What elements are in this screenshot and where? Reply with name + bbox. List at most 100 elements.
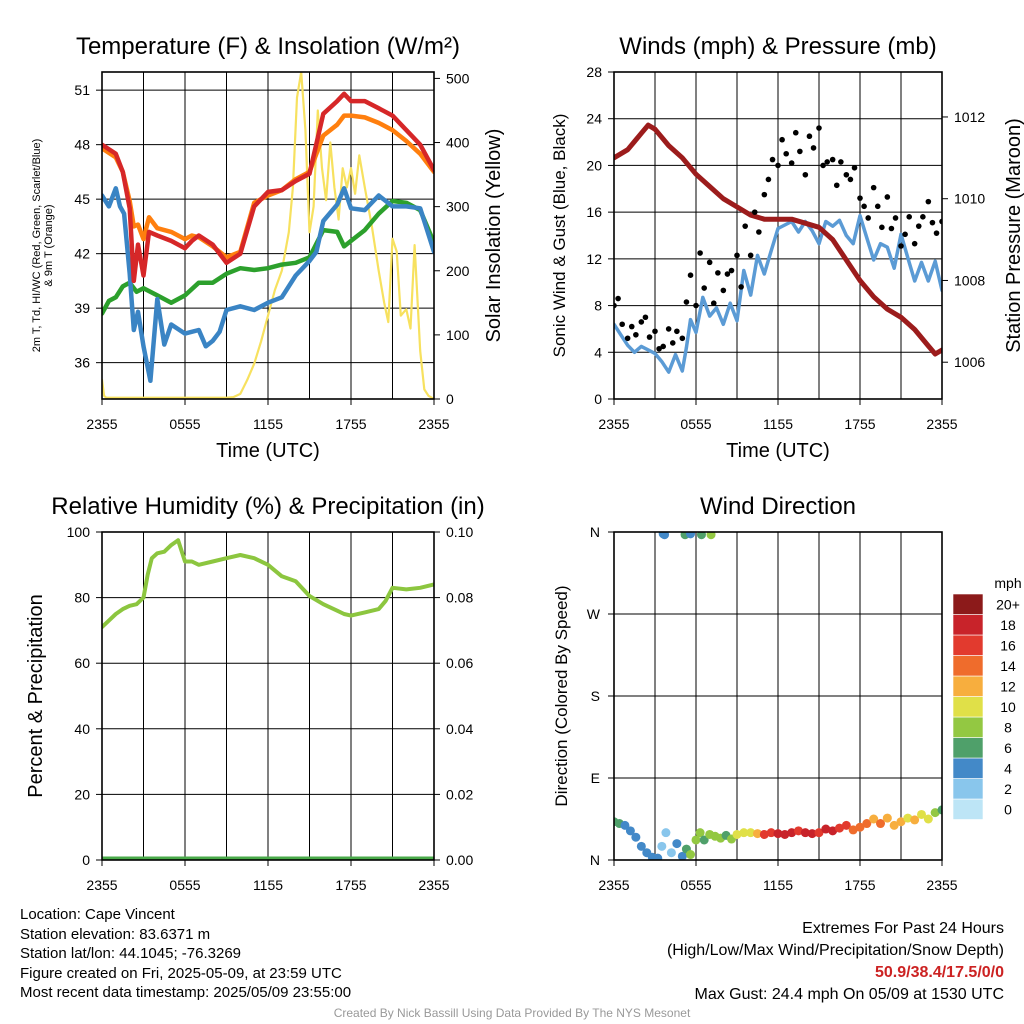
x-tick-label: 1155: [253, 416, 283, 432]
direction-point: [848, 825, 858, 835]
gust-point: [802, 171, 809, 178]
station-elevation: Station elevation: 83.6371 m: [20, 925, 211, 943]
station-location: Location: Cape Vincent: [20, 906, 175, 923]
y-tick-label: 60: [74, 655, 90, 671]
series-group: [102, 538, 434, 860]
direction-point: [869, 814, 879, 824]
colorbar-label: 18: [1000, 617, 1016, 633]
gust-point: [857, 195, 863, 201]
gust-point: [843, 171, 850, 178]
colorbar-swatch: [952, 593, 984, 615]
y2-tick-label: 0.00: [446, 852, 473, 868]
gust-point: [660, 343, 666, 350]
direction-point: [903, 813, 913, 823]
chart-title: Winds (mph) & Pressure (mb): [619, 33, 936, 60]
figure-created: Figure created on Fri, 2025-05-09, at 23…: [20, 964, 342, 982]
colorbar-label: 0: [1004, 801, 1012, 817]
gust-point: [701, 285, 707, 291]
gust-point: [925, 198, 932, 205]
direction-point: [862, 819, 872, 829]
series-line-hiwc: [102, 186, 434, 384]
colorbar-label: 6: [1004, 740, 1012, 756]
gust-point: [683, 299, 690, 305]
gust-point: [642, 314, 649, 321]
x-tick-label: 1155: [253, 877, 283, 893]
humidity-precipitation-panel: 2355 0555 1155 1755 2355 Relative Humidity (%…: [25, 493, 485, 893]
x-tick-label: 2355: [598, 877, 629, 893]
direction-point: [753, 829, 762, 839]
y-tick-label: 0: [594, 391, 602, 407]
colorbar-swatch: [952, 757, 984, 779]
y2-tick-label: 0.02: [446, 786, 473, 802]
y2-tick-label: 1006: [954, 354, 985, 370]
direction-point: [800, 828, 810, 838]
direction-point: [686, 850, 696, 860]
gust-point: [687, 272, 694, 279]
most-recent-timestamp: Most recent data timestamp: 2025/05/09 2…: [20, 984, 352, 1001]
gust-point: [792, 129, 799, 136]
y2-tick-label: 1012: [954, 109, 985, 125]
colorbar-swatch: [952, 716, 984, 738]
y2-tick-label: 100: [446, 327, 470, 343]
colorbar-label: 14: [1000, 658, 1016, 674]
gust-point: [911, 240, 918, 247]
series-line-pressure: [614, 122, 942, 357]
gust-point: [624, 335, 631, 342]
direction-point: [882, 813, 892, 823]
direction-point: [666, 848, 676, 858]
colorbar-swatch: [952, 737, 984, 759]
plot-border: [613, 531, 943, 861]
gust-point: [710, 300, 717, 307]
gust-point: [915, 223, 922, 229]
direction-point: [780, 829, 790, 839]
y-tick-label: 24: [586, 111, 602, 127]
gust-point: [870, 184, 877, 191]
y2-tick-label: 1010: [954, 191, 985, 207]
wind-speed-colorbar: mph 0 2 4 6 8 10 12 14 16 18 20+: [952, 575, 1022, 820]
y-tick-label: 40: [74, 721, 90, 737]
direction-point: [773, 829, 783, 839]
gust-point: [720, 287, 727, 294]
direction-point: [828, 826, 838, 836]
y-tick-label: 4: [594, 344, 602, 360]
chart-title: Temperature (F) & Insolation (W/m²): [76, 33, 460, 60]
x-tick-label: 2355: [598, 416, 629, 432]
gust-point: [646, 334, 653, 340]
colorbar-swatch: [952, 655, 984, 677]
colorbar-label: 8: [1004, 719, 1012, 735]
gust-point: [788, 160, 795, 166]
gust-point: [829, 156, 836, 163]
gust-point: [747, 252, 754, 259]
gust-point: [865, 215, 871, 221]
direction-point: [841, 820, 851, 830]
series-line-wind: [614, 213, 942, 374]
y2-tick-label: 0.08: [446, 590, 473, 606]
gust-point: [628, 323, 635, 330]
y-tick-label: 36: [74, 355, 90, 371]
x-axis-label: Time (UTC): [726, 440, 830, 462]
series-group: [102, 72, 434, 399]
direction-point: [739, 828, 749, 838]
direction-point: [653, 853, 663, 860]
series-group: [614, 122, 942, 374]
gust-point: [933, 230, 940, 236]
wind-direction-panel: 2355 0555 1155 1755 2355 Wind Direction N E S W N D…: [552, 493, 958, 893]
direction-point: [896, 817, 906, 827]
station-latlon: Station lat/lon: 44.1045; -76.3269: [20, 945, 242, 962]
y-tick-label: W: [587, 606, 601, 622]
direction-point: [835, 823, 844, 833]
x-axis-label: Time (UTC): [216, 440, 320, 462]
direction-point: [876, 819, 885, 829]
gust-point: [769, 156, 776, 163]
colorbar-label: 4: [1004, 760, 1012, 776]
gust-point: [902, 231, 908, 238]
x-tick-label: 2355: [926, 877, 957, 893]
series-line-rh: [102, 538, 434, 630]
y-axis-label: Sonic Wind & Gust (Blue, Black): [550, 114, 569, 358]
x-tick-label: 1155: [763, 877, 793, 893]
series-line-t2m: [102, 91, 434, 284]
y2-axis-label: Station Pressure (Maroon): [1003, 118, 1024, 353]
credit-line: Created By Nick Bassill Using Data Provi…: [333, 1006, 691, 1020]
y2-tick-label: 200: [446, 263, 470, 279]
direction-point: [691, 835, 701, 845]
